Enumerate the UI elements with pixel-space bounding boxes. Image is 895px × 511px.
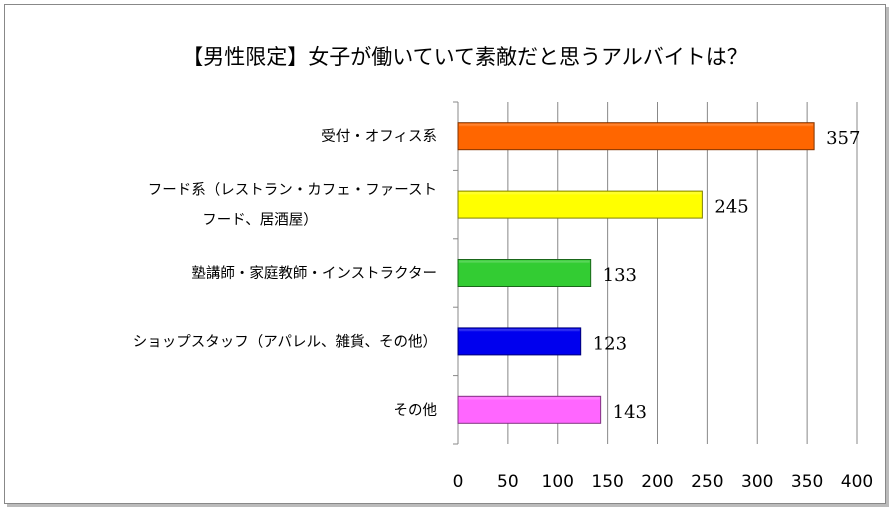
category-label: 受付・オフィス系 <box>321 128 437 145</box>
chart-title: 【男性限定】女子が働いていて素敵だと思うアルバイトは？ <box>182 45 748 69</box>
x-tick-label: 350 <box>791 472 823 492</box>
x-tick-label: 300 <box>741 472 773 492</box>
x-tick-label: 100 <box>542 472 574 492</box>
bar-outline <box>457 190 703 219</box>
x-tick-label: 150 <box>591 472 623 492</box>
x-tick-label: 250 <box>691 472 723 492</box>
x-tick-label: 400 <box>841 472 873 492</box>
bar-highlight <box>459 123 814 134</box>
data-label: 123 <box>593 333 627 354</box>
bar-outline <box>457 259 592 287</box>
bar-outline <box>457 395 602 424</box>
bar-highlight <box>459 260 590 270</box>
category-label: その他 <box>394 402 438 419</box>
category-label: ショップスタッフ（アパレル、雑貨、その他） <box>133 333 437 350</box>
bar-highlight <box>459 192 702 202</box>
bar-outline <box>457 327 582 356</box>
category-label: フード系（レストラン・カフェ・ファースト <box>148 182 437 199</box>
category-label: フード、居酒屋） <box>202 212 317 229</box>
bar-highlight <box>459 397 600 407</box>
chart-frame <box>4 4 886 504</box>
bar-outline <box>457 122 815 151</box>
data-label: 357 <box>826 128 860 149</box>
x-tick-label: 50 <box>497 472 519 492</box>
category-label: 塾講師・家庭教師・インストラクター <box>191 265 437 282</box>
data-label: 133 <box>603 265 637 286</box>
bar-highlight <box>459 328 580 339</box>
x-tick-label: 200 <box>641 472 673 492</box>
data-label: 143 <box>613 402 647 423</box>
x-tick-label: 0 <box>453 472 464 492</box>
data-label: 245 <box>714 197 748 218</box>
